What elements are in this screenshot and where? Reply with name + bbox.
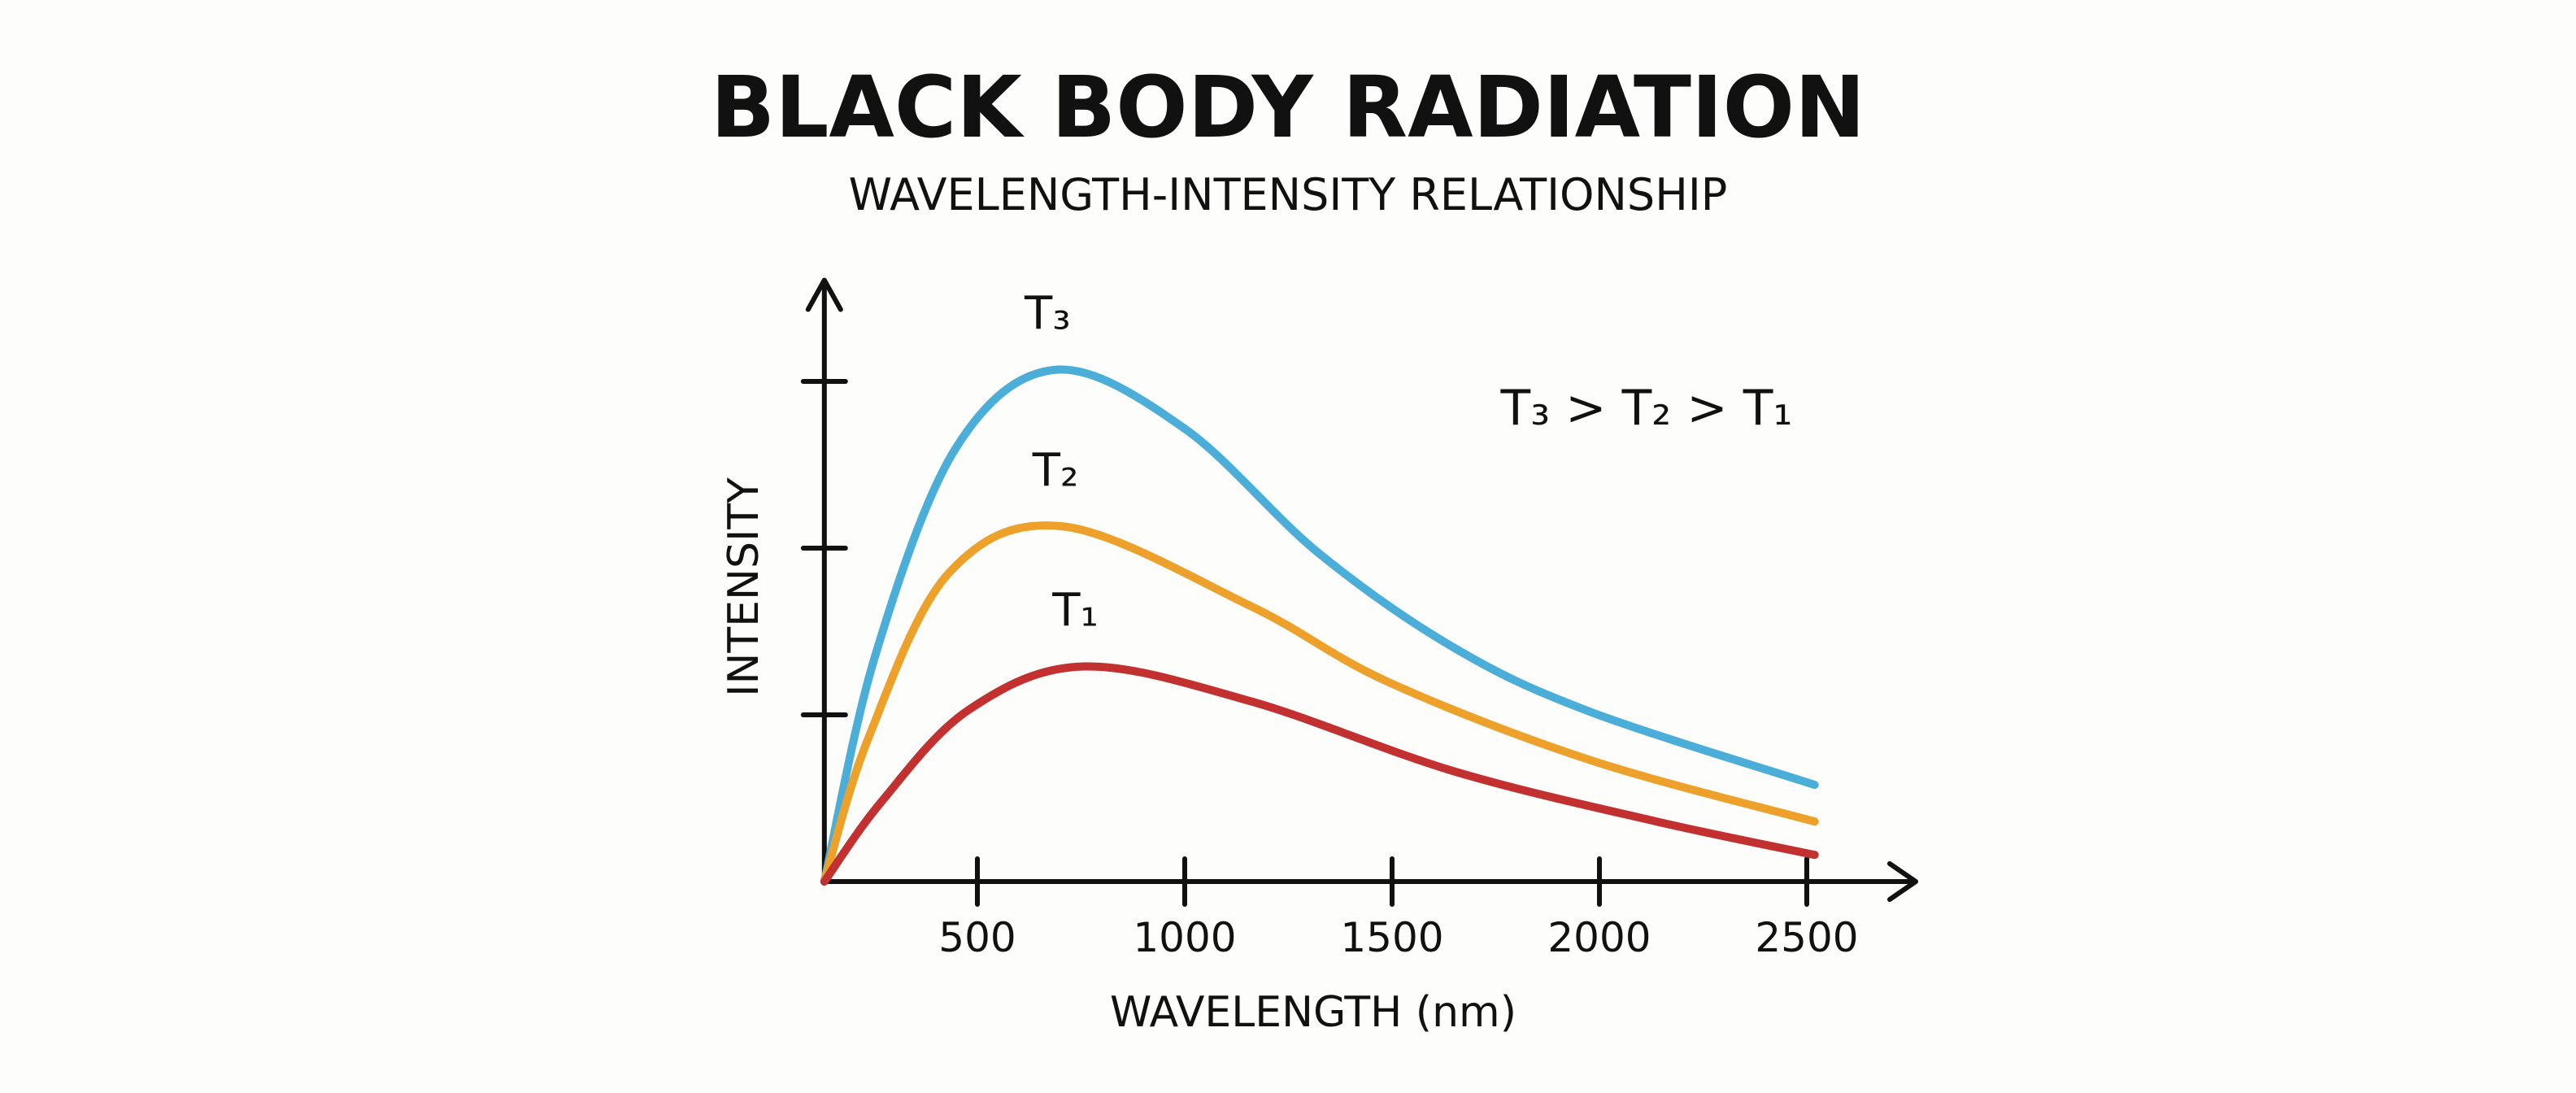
curve-label: T₃ bbox=[1024, 288, 1071, 341]
curve-labels: T₃ T₂ T₁ bbox=[1024, 288, 1099, 638]
x-axis-arrow bbox=[1887, 861, 1918, 902]
y-axis-arrow bbox=[805, 277, 843, 312]
ticks: 500 1000 1500 2000 2500 bbox=[800, 379, 1859, 961]
x-tick-label: 1500 bbox=[1340, 914, 1443, 961]
curve-2 bbox=[820, 521, 1819, 886]
temperature-order-annotation: T₃ > T₂ > T₁ bbox=[1500, 380, 1793, 437]
x-tick-label: 500 bbox=[938, 914, 1016, 961]
curve-3 bbox=[820, 365, 1819, 886]
x-tick-label: 2000 bbox=[1547, 914, 1651, 961]
x-tick-label: 1000 bbox=[1133, 914, 1236, 961]
chart-title: BLACK BODY RADIATION bbox=[711, 58, 1865, 157]
chart-subtitle: WAVELENGTH-INTENSITY RELATIONSHIP bbox=[849, 169, 1728, 220]
curves bbox=[820, 365, 1819, 886]
y-axis-label: INTENSITY bbox=[720, 477, 768, 697]
curve-label: T₂ bbox=[1032, 444, 1079, 497]
x-tick-label: 2500 bbox=[1755, 914, 1858, 961]
curve-label: T₁ bbox=[1051, 585, 1099, 638]
curve-1 bbox=[820, 662, 1819, 886]
x-axis-label: WAVELENGTH (nm) bbox=[1110, 988, 1516, 1037]
